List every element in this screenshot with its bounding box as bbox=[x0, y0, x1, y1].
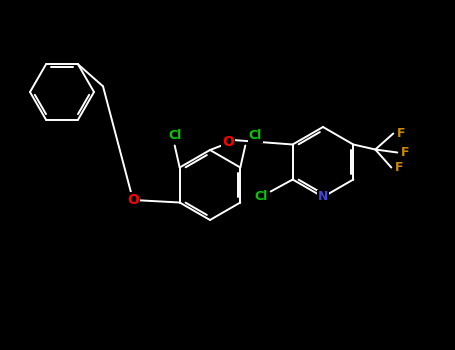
Text: Cl: Cl bbox=[168, 129, 181, 142]
Text: Cl: Cl bbox=[254, 190, 268, 203]
Text: F: F bbox=[401, 146, 410, 159]
Text: O: O bbox=[222, 135, 234, 149]
Text: F: F bbox=[395, 161, 404, 174]
Text: F: F bbox=[397, 127, 405, 140]
Text: O: O bbox=[127, 193, 139, 207]
Text: N: N bbox=[318, 190, 328, 203]
Text: Cl: Cl bbox=[249, 129, 262, 142]
